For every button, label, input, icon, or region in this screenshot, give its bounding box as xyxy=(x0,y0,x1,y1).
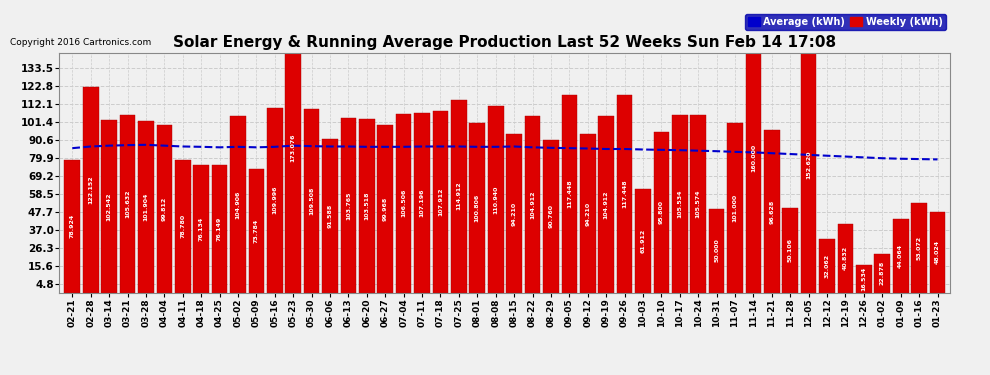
Bar xyxy=(230,116,246,292)
Legend: Average (kWh), Weekly (kWh): Average (kWh), Weekly (kWh) xyxy=(745,14,945,30)
Text: 95.800: 95.800 xyxy=(659,200,664,224)
Bar xyxy=(377,125,393,292)
Text: 173.076: 173.076 xyxy=(291,133,296,162)
Text: 105.574: 105.574 xyxy=(696,190,701,218)
Bar xyxy=(175,160,190,292)
Text: 73.784: 73.784 xyxy=(253,219,258,243)
Text: 76.149: 76.149 xyxy=(217,216,222,241)
Text: 117.448: 117.448 xyxy=(622,180,627,208)
Text: 78.780: 78.780 xyxy=(180,214,185,238)
Text: 117.448: 117.448 xyxy=(567,180,572,208)
Text: 101.904: 101.904 xyxy=(144,193,148,221)
Bar xyxy=(653,132,669,292)
Bar xyxy=(322,139,338,292)
Text: 104.912: 104.912 xyxy=(530,190,535,219)
Text: 44.064: 44.064 xyxy=(898,243,903,268)
Bar xyxy=(930,212,945,292)
Text: 107.196: 107.196 xyxy=(420,188,425,217)
Bar xyxy=(267,108,282,292)
Text: 16.534: 16.534 xyxy=(861,267,866,291)
Bar xyxy=(728,123,742,292)
Text: 109.996: 109.996 xyxy=(272,186,277,214)
Text: 61.912: 61.912 xyxy=(641,228,645,253)
Bar xyxy=(469,123,485,292)
Bar xyxy=(64,160,80,292)
Text: Copyright 2016 Cartronics.com: Copyright 2016 Cartronics.com xyxy=(10,38,151,47)
Text: 94.210: 94.210 xyxy=(512,201,517,225)
Bar xyxy=(782,209,798,292)
Bar xyxy=(561,95,577,292)
Bar xyxy=(544,140,558,292)
Bar xyxy=(212,165,228,292)
Bar xyxy=(764,130,780,292)
Text: 78.924: 78.924 xyxy=(69,214,75,238)
Text: 100.806: 100.806 xyxy=(475,194,480,222)
Text: 107.912: 107.912 xyxy=(438,188,443,216)
Bar xyxy=(636,189,650,292)
Text: 109.508: 109.508 xyxy=(309,186,314,215)
Text: 94.210: 94.210 xyxy=(585,201,590,225)
Text: 32.062: 32.062 xyxy=(825,254,830,278)
Text: 91.588: 91.588 xyxy=(328,204,333,228)
Bar xyxy=(248,169,264,292)
Bar xyxy=(598,116,614,292)
Bar xyxy=(414,112,430,292)
Text: 50.106: 50.106 xyxy=(788,238,793,262)
Text: 110.940: 110.940 xyxy=(493,185,498,214)
Bar xyxy=(745,24,761,292)
Text: 53.072: 53.072 xyxy=(917,236,922,260)
Bar xyxy=(285,2,301,292)
Text: 76.134: 76.134 xyxy=(199,216,204,241)
Bar xyxy=(838,224,853,292)
Bar xyxy=(709,209,725,292)
Bar xyxy=(856,265,872,292)
Bar xyxy=(193,165,209,292)
Text: 104.906: 104.906 xyxy=(236,190,241,219)
Text: 22.878: 22.878 xyxy=(880,261,885,285)
Text: 103.518: 103.518 xyxy=(364,191,369,220)
Bar xyxy=(801,36,817,292)
Text: 106.506: 106.506 xyxy=(401,189,406,217)
Bar xyxy=(101,120,117,292)
Bar xyxy=(820,239,835,292)
Bar xyxy=(690,116,706,292)
Bar xyxy=(341,118,356,292)
Bar xyxy=(433,111,448,292)
Bar xyxy=(911,203,927,292)
Bar xyxy=(617,95,633,292)
Bar xyxy=(304,109,320,292)
Bar xyxy=(506,134,522,292)
Bar xyxy=(672,116,688,292)
Text: 102.542: 102.542 xyxy=(107,192,112,221)
Text: 105.534: 105.534 xyxy=(677,190,682,218)
Bar xyxy=(359,119,374,292)
Text: 50.000: 50.000 xyxy=(714,238,719,262)
Bar xyxy=(396,114,412,292)
Bar xyxy=(83,87,99,292)
Text: 160.000: 160.000 xyxy=(751,144,756,172)
Text: 152.620: 152.620 xyxy=(806,150,811,178)
Text: 114.912: 114.912 xyxy=(456,182,461,210)
Bar xyxy=(525,116,541,292)
Text: 96.628: 96.628 xyxy=(769,199,774,223)
Text: 99.812: 99.812 xyxy=(161,196,167,221)
Title: Solar Energy & Running Average Production Last 52 Weeks Sun Feb 14 17:08: Solar Energy & Running Average Productio… xyxy=(173,35,837,50)
Text: 90.760: 90.760 xyxy=(548,204,553,228)
Text: 103.765: 103.765 xyxy=(346,191,350,220)
Text: 99.968: 99.968 xyxy=(383,196,388,221)
Bar xyxy=(451,100,466,292)
Bar xyxy=(874,254,890,292)
Text: 122.152: 122.152 xyxy=(88,176,93,204)
Bar xyxy=(488,106,504,292)
Bar xyxy=(580,134,596,292)
Text: 104.912: 104.912 xyxy=(604,190,609,219)
Text: 40.832: 40.832 xyxy=(842,246,848,270)
Bar xyxy=(138,122,153,292)
Bar xyxy=(120,115,136,292)
Text: 48.024: 48.024 xyxy=(935,240,940,264)
Bar xyxy=(156,125,172,292)
Text: 101.000: 101.000 xyxy=(733,194,738,222)
Bar xyxy=(893,219,909,292)
Text: 105.632: 105.632 xyxy=(125,190,130,218)
